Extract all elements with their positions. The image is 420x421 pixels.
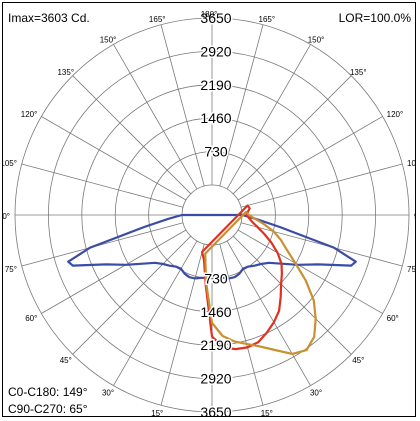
angle-label-left: 60° — [25, 314, 37, 323]
grid-spoke — [237, 116, 383, 201]
angle-label-right: 165° — [259, 15, 276, 24]
grid-spoke — [219, 24, 264, 187]
angle-label-right: 30° — [310, 389, 322, 398]
grid-ring — [47, 50, 377, 380]
grid-spoke — [72, 235, 192, 355]
radial-tick-label-bottom: 1460 — [200, 304, 231, 320]
c0-c180-label: C0-C180: 149° — [8, 385, 88, 399]
series-curve-1 — [201, 204, 283, 351]
grid-spoke — [160, 24, 205, 187]
radial-tick-label-bottom: 730 — [204, 270, 228, 286]
lor-label: LOR=100.0% — [338, 11, 411, 25]
polar-chart: 730730146014602190219029202920365036500°… — [3, 9, 416, 417]
radial-tick-label-bottom: 3650 — [200, 404, 231, 417]
grid-spoke — [113, 240, 198, 386]
angle-label-left: 90° — [3, 212, 10, 221]
angle-label-right: 75° — [407, 265, 416, 274]
angle-label-right: 120° — [387, 110, 404, 119]
angle-label-right: 45° — [352, 356, 364, 365]
angle-label-right: 150° — [308, 35, 325, 44]
series-curve-0 — [67, 213, 357, 280]
grid-spoke — [160, 243, 205, 406]
imax-label: Imax=3603 Cd. — [8, 11, 90, 25]
grid-spoke — [240, 163, 403, 208]
angle-label-right: 60° — [387, 314, 399, 323]
grid-spoke — [21, 222, 184, 267]
grid-spoke — [240, 222, 403, 267]
c90-c270-label: C90-C270: 65° — [8, 402, 88, 416]
radial-tick-label-top: 2190 — [200, 77, 231, 93]
grid-spoke — [41, 116, 187, 201]
radial-tick-label-bottom: 2190 — [200, 337, 231, 353]
tick-labels: 730730146014602190219029202920365036500°… — [3, 9, 416, 417]
angle-label-left: 150° — [100, 35, 117, 44]
angle-label-left: 45° — [60, 356, 72, 365]
grid-ring — [148, 151, 276, 279]
grid-spoke — [237, 229, 383, 314]
angle-label-left: 15° — [151, 409, 163, 417]
series-curve-2 — [204, 210, 317, 355]
grid-ring — [114, 117, 310, 313]
angle-label-right: 90° — [414, 212, 416, 221]
grid-spoke — [113, 44, 198, 190]
radial-tick-label-top: 3650 — [200, 10, 231, 26]
grid-spoke — [226, 44, 311, 190]
grid-spoke — [232, 235, 352, 355]
grid-spoke — [219, 243, 264, 406]
grid-ring — [81, 84, 343, 346]
radial-tick-label-top: 1460 — [200, 110, 231, 126]
grid-spoke — [21, 163, 184, 208]
grid-spoke — [232, 75, 352, 195]
radial-tick-label-top: 2920 — [200, 43, 231, 59]
curves — [67, 204, 357, 355]
angle-label-left: 165° — [149, 15, 166, 24]
angle-label-left: 75° — [5, 265, 17, 274]
angle-label-left: 105° — [3, 159, 17, 168]
angle-label-right: 15° — [261, 409, 273, 417]
angle-label-left: 30° — [102, 389, 114, 398]
angle-label-top: 180° — [201, 10, 218, 19]
angle-label-right: 135° — [350, 68, 367, 77]
angle-label-left: 135° — [57, 68, 74, 77]
radial-tick-label-bottom: 2920 — [200, 371, 231, 387]
grid-ring — [14, 17, 410, 413]
radial-tick-label-top: 730 — [204, 144, 228, 160]
grid-spoke — [226, 240, 311, 386]
angle-label-right: 105° — [407, 159, 416, 168]
chart-frame: 730730146014602190219029202920365036500°… — [2, 2, 416, 417]
angle-label-left: 120° — [21, 110, 38, 119]
grid-spoke — [72, 75, 192, 195]
grid-spoke — [41, 229, 187, 314]
angle-label-left: 0° — [206, 416, 214, 417]
